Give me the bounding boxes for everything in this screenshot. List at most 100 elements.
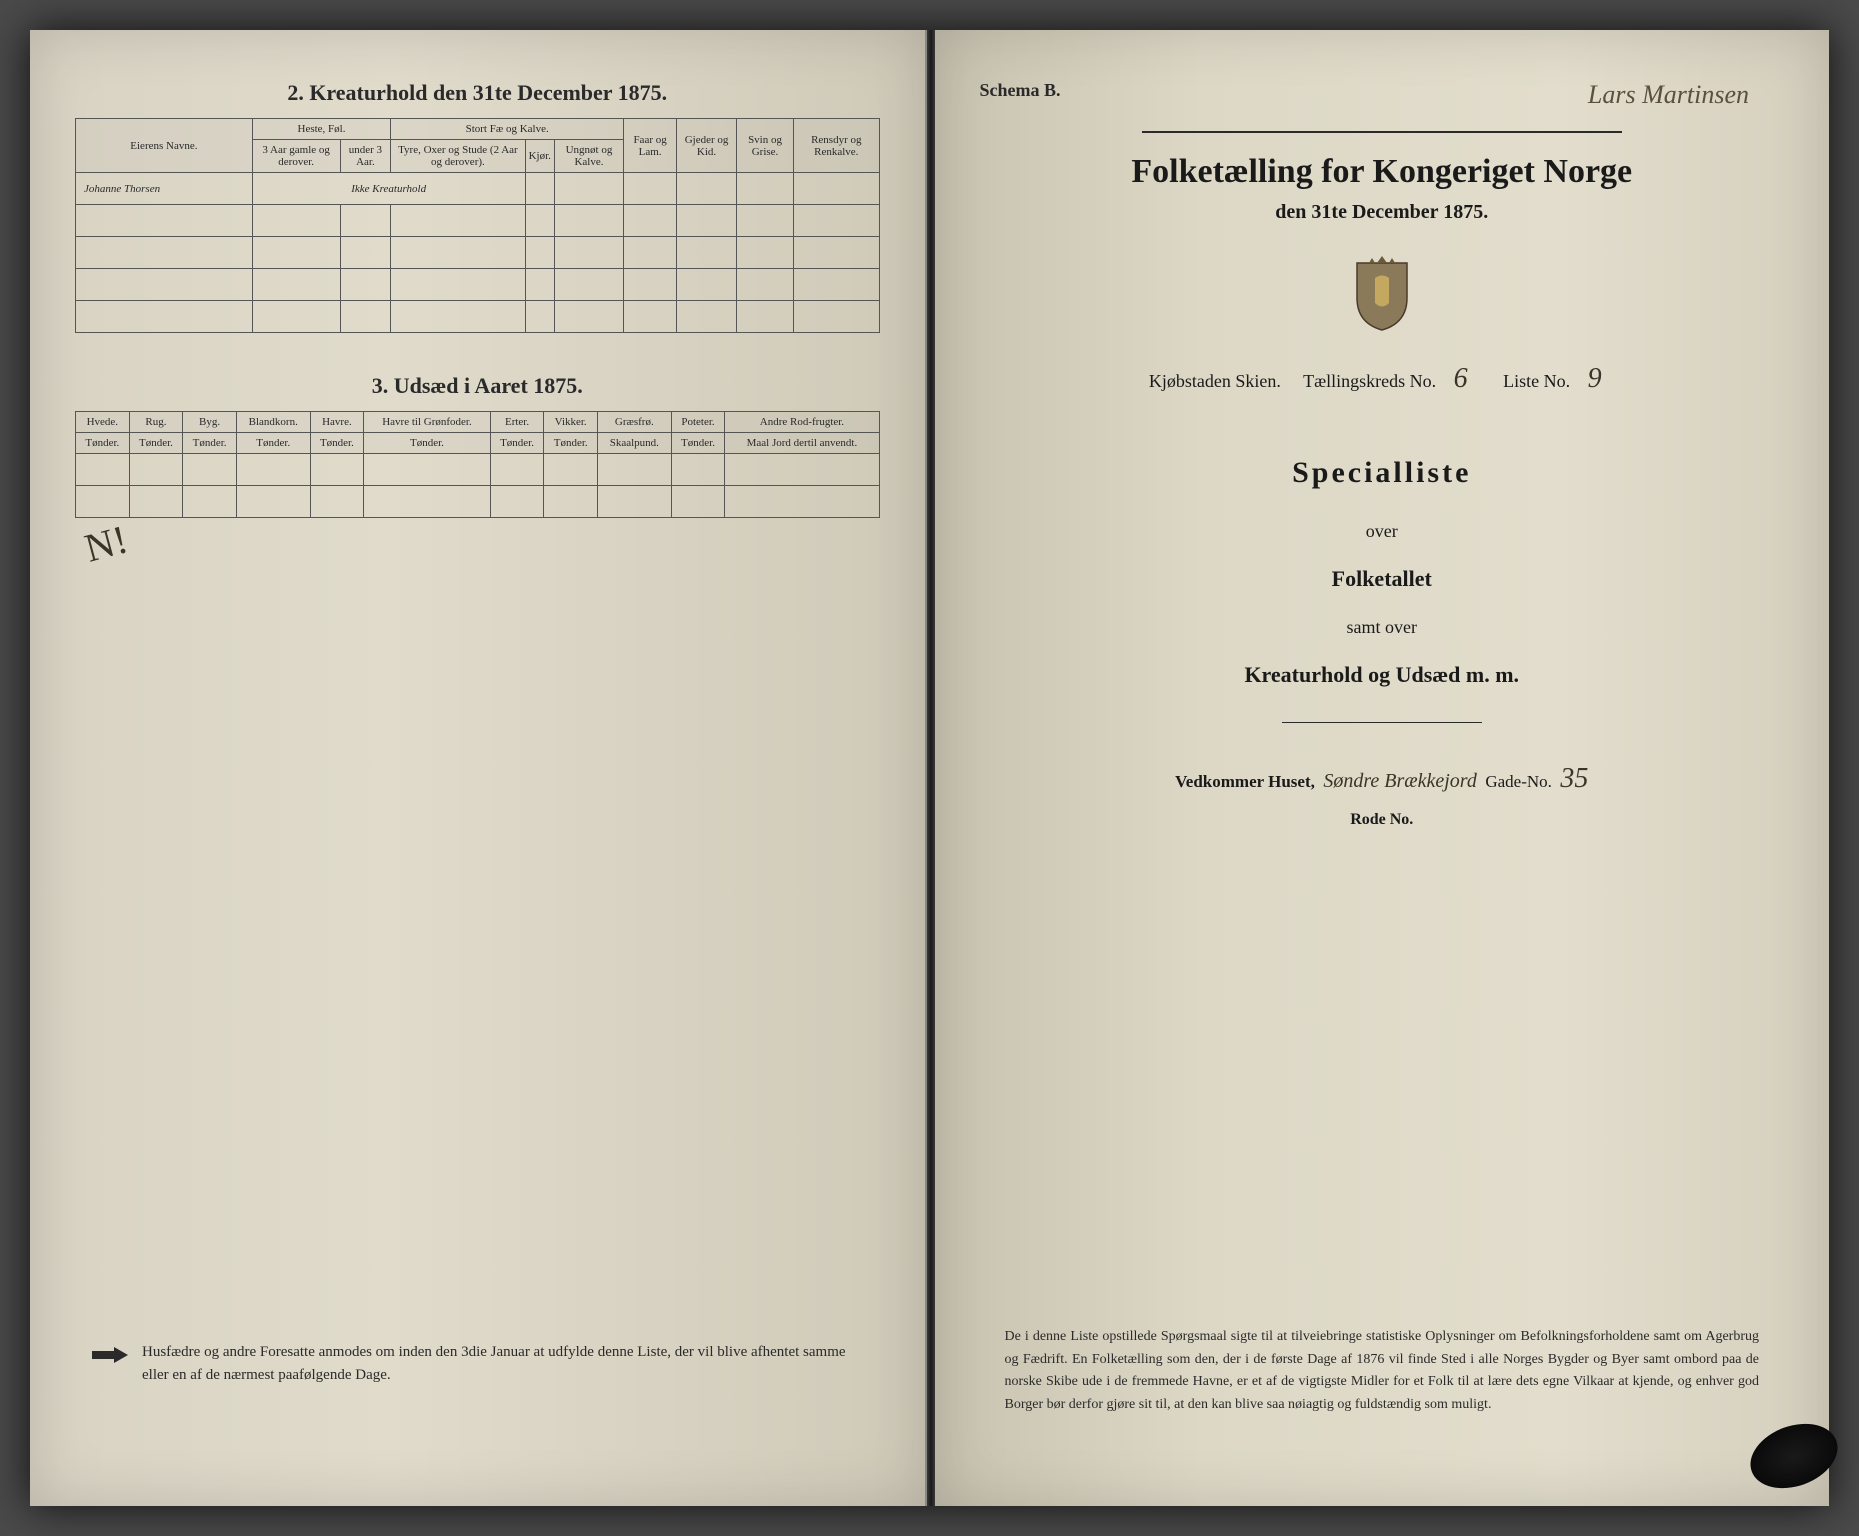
- th-cattle-1: Tyre, Oxer og Stude (2 Aar og derover).: [391, 140, 525, 173]
- empty-cell: [624, 301, 677, 333]
- empty-cell: [624, 205, 677, 237]
- rode-line: Rode No.: [980, 811, 1785, 829]
- empty-cell: [554, 237, 623, 269]
- specialliste-title: Specialliste: [980, 456, 1785, 490]
- th-col: Havre til Grønfoder.: [364, 412, 490, 433]
- empty-cell: [736, 205, 793, 237]
- th-pigs: Svin og Grise.: [736, 119, 793, 173]
- empty-cell: [252, 301, 340, 333]
- empty-cell: [554, 301, 623, 333]
- samt-over: samt over: [980, 606, 1785, 649]
- empty-cell: [624, 173, 677, 205]
- th-horses-2: under 3 Aar.: [340, 140, 391, 173]
- th-reindeer: Rensdyr og Renkalve.: [794, 119, 879, 173]
- empty-cell: [794, 269, 879, 301]
- th-col: Havre.: [310, 412, 364, 433]
- empty-cell: [544, 486, 598, 518]
- kreds-label: Tællingskreds No.: [1303, 371, 1436, 391]
- empty-cell: [76, 205, 253, 237]
- empty-cell: [340, 269, 391, 301]
- rode-label: Rode No.: [1350, 811, 1413, 828]
- th-unit: Tønder.: [76, 433, 130, 454]
- th-horses-1: 3 Aar gamle og derover.: [252, 140, 340, 173]
- empty-cell: [677, 269, 737, 301]
- section3-title: 3. Udsæd i Aaret 1875.: [75, 373, 880, 399]
- udsaed-table: Hvede. Rug. Byg. Blandkorn. Havre. Havre…: [75, 411, 880, 518]
- th-col: Erter.: [490, 412, 544, 433]
- empty-cell: [736, 237, 793, 269]
- th-unit: Tønder.: [183, 433, 237, 454]
- empty-cell: [340, 237, 391, 269]
- empty-cell: [725, 454, 879, 486]
- empty-cell: [310, 486, 364, 518]
- th-unit: Tønder.: [671, 433, 725, 454]
- udsaed-unit-row: Tønder. Tønder. Tønder. Tønder. Tønder. …: [76, 433, 880, 454]
- th-unit: Tønder.: [364, 433, 490, 454]
- empty-cell: [598, 486, 672, 518]
- empty-cell: [490, 454, 544, 486]
- left-footer-text: Husfædre og andre Foresatte anmodes om i…: [142, 1341, 865, 1386]
- th-horses: Heste, Føl.: [252, 119, 390, 140]
- th-col: Græsfrø.: [598, 412, 672, 433]
- empty-cell: [677, 301, 737, 333]
- owner-cell: Johanne Thorsen: [76, 173, 253, 205]
- th-col: Poteter.: [671, 412, 725, 433]
- gade-no: 35: [1560, 763, 1588, 794]
- empty-cell: [677, 237, 737, 269]
- empty-cell: [736, 173, 793, 205]
- empty-cell: [671, 454, 725, 486]
- liste-label: Liste No.: [1503, 371, 1570, 391]
- folketallet: Folketallet: [980, 553, 1785, 606]
- empty-cell: [183, 486, 237, 518]
- thumb-shadow: [1741, 1412, 1846, 1499]
- over1: over: [980, 510, 1785, 553]
- field-line: Kjøbstaden Skien. Tællingskreds No. 6 Li…: [980, 363, 1785, 396]
- empty-cell: [794, 205, 879, 237]
- th-unit: Tønder.: [236, 433, 310, 454]
- empty-cell: [340, 301, 391, 333]
- empty-cell: [76, 486, 130, 518]
- empty-cell: [525, 237, 554, 269]
- main-title: Folketælling for Kongeriget Norge: [980, 153, 1785, 191]
- empty-cell: [525, 173, 554, 205]
- empty-cell: [544, 454, 598, 486]
- empty-cell: [794, 237, 879, 269]
- right-footer-text: De i denne Liste opstillede Spørgsmaal s…: [1005, 1326, 1760, 1416]
- empty-cell: [794, 173, 879, 205]
- th-cattle-3: Ungnøt og Kalve.: [554, 140, 623, 173]
- empty-cell: [391, 237, 525, 269]
- th-owner: Eierens Navne.: [76, 119, 253, 173]
- empty-cell: [391, 269, 525, 301]
- empty-cell: [525, 301, 554, 333]
- empty-cell: [677, 173, 737, 205]
- empty-cell: [677, 205, 737, 237]
- th-goats: Gjeder og Kid.: [677, 119, 737, 173]
- empty-cell: [183, 454, 237, 486]
- empty-cell: [525, 205, 554, 237]
- note-cell: Ikke Kreaturhold: [252, 173, 525, 205]
- th-col: Byg.: [183, 412, 237, 433]
- empty-cell: [76, 301, 253, 333]
- empty-cell: [76, 454, 130, 486]
- empty-cell: [624, 269, 677, 301]
- empty-cell: [525, 269, 554, 301]
- kreaturhold-table: Eierens Navne. Heste, Føl. Stort Fæ og K…: [75, 118, 880, 333]
- th-unit: Tønder.: [129, 433, 183, 454]
- empty-cell: [554, 173, 623, 205]
- strike-mark: N!: [80, 515, 133, 571]
- house-hw: Søndre Brækkejord: [1323, 770, 1477, 792]
- empty-cell: [76, 237, 253, 269]
- left-page: 2. Kreaturhold den 31te December 1875. E…: [30, 30, 927, 1506]
- empty-cell: [490, 486, 544, 518]
- th-col: Rug.: [129, 412, 183, 433]
- empty-cell: [364, 486, 490, 518]
- empty-cell: [671, 486, 725, 518]
- empty-cell: [129, 486, 183, 518]
- empty-cell: [252, 237, 340, 269]
- house-label: Vedkommer Huset,: [1175, 772, 1315, 791]
- divider-rule: [1282, 722, 1482, 723]
- th-sheep: Faar og Lam.: [624, 119, 677, 173]
- empty-cell: [554, 205, 623, 237]
- book-spread: 2. Kreaturhold den 31te December 1875. E…: [30, 30, 1829, 1506]
- sub-date: den 31te December 1875.: [980, 201, 1785, 224]
